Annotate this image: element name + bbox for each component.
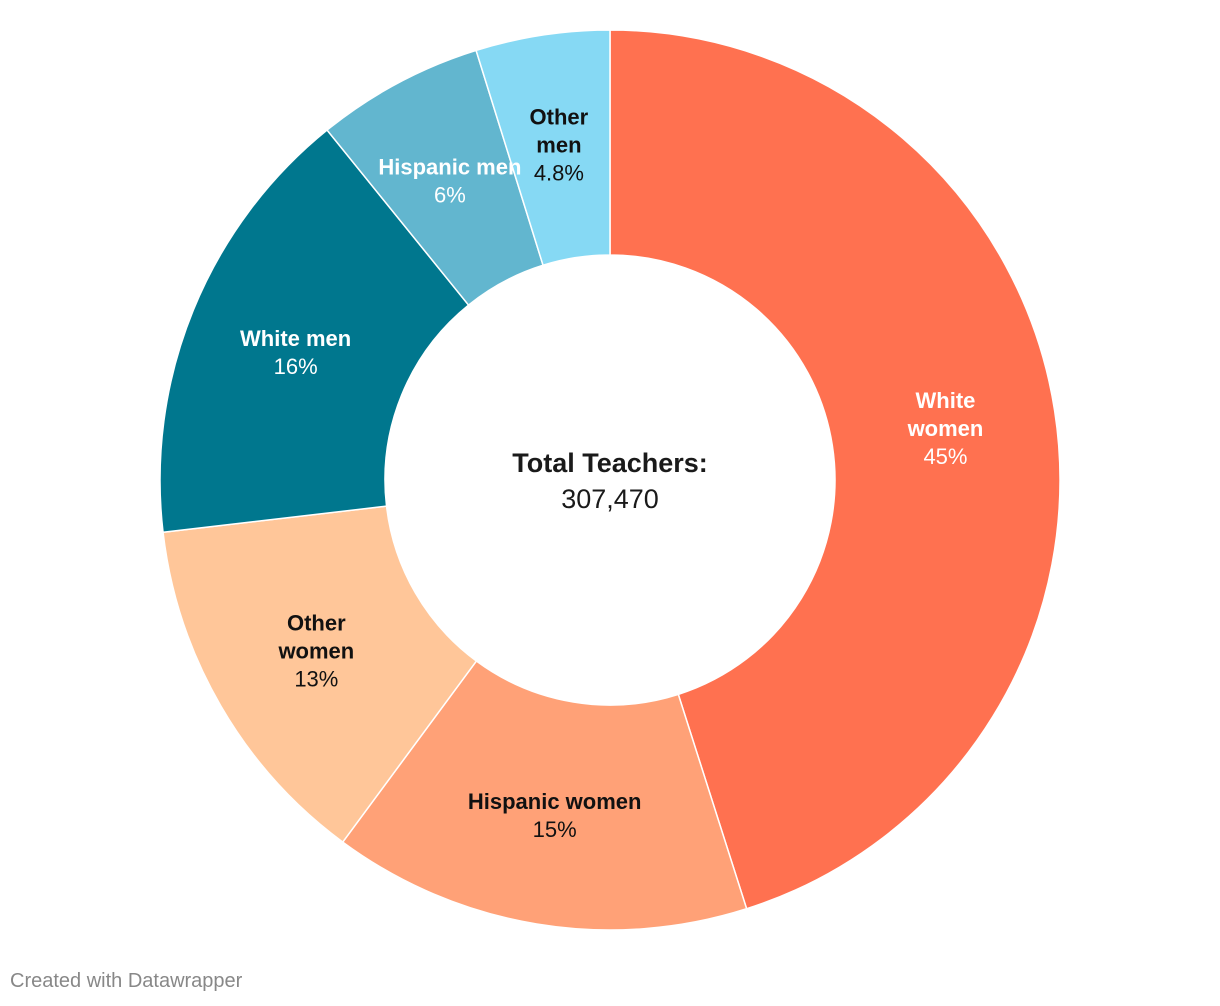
slice-name: Hispanic men [378, 155, 521, 180]
slice-other-women [162, 505, 478, 844]
slice-label-hispanic-women: Hispanic women 15% [468, 789, 642, 842]
slice-label-other-women: Other women 13% [277, 610, 354, 691]
slice-name: Hispanic women [468, 789, 642, 814]
slice-white-men [159, 129, 470, 534]
slice-label-hispanic-men: Hispanic men 6% [378, 155, 521, 208]
datawrapper-credit: Created with Datawrapper [10, 970, 243, 992]
slice-value: 13% [294, 666, 338, 691]
slice-value: 6% [434, 183, 466, 208]
slice-name: White men [240, 326, 351, 351]
slice-white-women [609, 29, 1061, 910]
slice-value: 16% [274, 354, 318, 379]
center-title: Total Teachers: [512, 448, 708, 478]
slice-name: Other [287, 610, 346, 635]
slice-value: 45% [923, 444, 967, 469]
slice-name: women [277, 638, 354, 663]
slice-name: Other [530, 104, 589, 129]
slice-name: men [536, 132, 581, 157]
slice-name: White [916, 388, 976, 413]
slice-other-men [475, 29, 611, 267]
slice-value: 15% [533, 817, 577, 842]
slice-label-white-women: White women 45% [907, 388, 984, 469]
center-value: 307,470 [561, 484, 659, 514]
slice-labels: White women 45% Hispanic women 15% Other women… [240, 104, 983, 842]
slice-label-white-men: White men 16% [240, 326, 351, 379]
slice-label-other-men: Other men 4.8% [530, 104, 589, 185]
slice-value: 4.8% [534, 160, 584, 185]
slice-hispanic-women [341, 659, 748, 931]
donut-slices [159, 29, 1061, 931]
slice-name: women [907, 416, 984, 441]
